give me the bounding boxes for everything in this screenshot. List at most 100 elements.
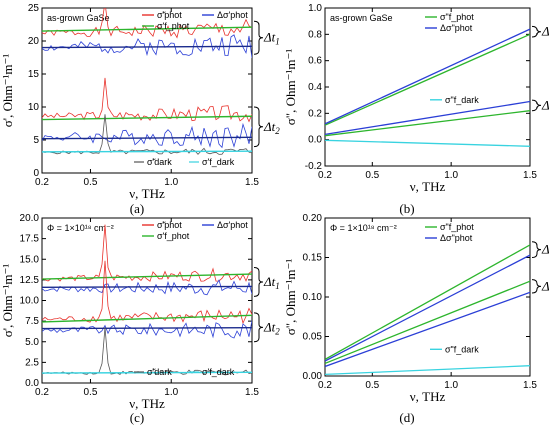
series-noisy-line	[42, 260, 252, 325]
x-tick-label: 1.0	[444, 380, 458, 391]
brace-label: Δt1	[541, 242, 550, 259]
y-tick-label: 0.20	[303, 213, 323, 224]
plot-area	[325, 28, 530, 147]
series-noisy-line	[42, 320, 252, 339]
series-fit-line	[42, 115, 252, 121]
x-axis-label: ν, THz	[410, 179, 446, 194]
legend-label: σ'f_dark	[202, 367, 235, 377]
legend-label: σ"f_phot	[440, 222, 474, 232]
y-tick-label: 25	[28, 3, 40, 14]
legend-label: σ"f_phot	[440, 12, 474, 22]
series-line	[325, 280, 530, 365]
panel-note: as-grown GaSe	[330, 13, 393, 23]
x-tick-label: 0.2	[318, 380, 332, 391]
y-tick-label: 0.15	[303, 253, 323, 264]
y-tick-label: 0.0	[308, 135, 322, 146]
brace	[253, 267, 264, 297]
y-axis-label: σ", Ohm⁻¹m⁻¹	[283, 259, 298, 336]
brace-label: Δt1	[263, 274, 280, 291]
brace	[531, 279, 542, 294]
x-tick-label: 1.5	[245, 177, 259, 188]
x-tick-label: 0.2	[35, 177, 49, 188]
series-fit-line	[42, 273, 252, 280]
plot-frame	[41, 7, 253, 174]
chart-panel: 0.2 0.5 1.0 1.5 0 5 10 15 20 25 ν, THz σ', Ohm⁻¹m⁻¹…	[0, 3, 280, 216]
plot-area	[325, 244, 530, 376]
x-tick-label: 1.0	[164, 177, 178, 188]
x-axis-label: ν, THz	[410, 389, 446, 404]
brace-label: Δt1	[263, 30, 280, 47]
brace-label: Δt1	[541, 24, 550, 41]
y-tick-label: 5	[33, 135, 39, 146]
y-axis-label: σ', Ohm⁻¹m⁻¹	[0, 54, 15, 128]
x-tick-label: 0.5	[365, 170, 379, 181]
series-line	[325, 139, 530, 147]
panel-label: (b)	[399, 201, 414, 216]
series-fit-line	[42, 150, 252, 153]
panel-label: (d)	[399, 410, 414, 425]
x-tick-label: 1.0	[444, 170, 458, 181]
x-axis-label: ν, THz	[129, 396, 165, 411]
y-tick-label: 10	[28, 102, 40, 113]
legend-label: Δσ'phot	[217, 10, 248, 20]
series-noisy-line	[42, 122, 252, 149]
plot-area	[42, 8, 252, 155]
panel-note: as-grown GaSe	[47, 13, 110, 23]
x-tick-label: 1.0	[164, 387, 178, 398]
y-tick-label: 0.6	[308, 56, 322, 67]
y-tick-label: 17.5	[20, 234, 40, 245]
plot-frame	[324, 217, 531, 377]
brace-label: Δt2	[541, 278, 550, 295]
brace-label: Δt2	[541, 97, 550, 114]
y-axis-label: σ", Ohm⁻¹m⁻¹	[283, 49, 298, 126]
brace	[253, 20, 264, 55]
y-tick-label: 0.0	[25, 378, 39, 389]
series-line	[325, 365, 530, 376]
y-tick-label: -0.2	[305, 161, 323, 172]
plot-frame	[324, 7, 531, 167]
brace	[531, 25, 542, 38]
y-tick-label: 0.00	[303, 371, 323, 382]
series-fit-line	[42, 45, 252, 49]
legend-label: σ"f_dark	[445, 344, 479, 354]
brace-label-sub: 1	[275, 37, 280, 47]
y-tick-label: 0.10	[303, 292, 323, 303]
brace	[531, 241, 542, 258]
y-tick-label: 1.0	[308, 3, 322, 14]
series-line	[325, 28, 530, 125]
legend-label: σ'f_phot	[157, 231, 190, 241]
y-tick-label: 10.0	[20, 296, 40, 307]
series-fit-line	[42, 371, 252, 374]
y-tick-label: 7.5	[25, 316, 39, 327]
brace-label: Δt2	[263, 319, 280, 336]
chart-panel: 0.2 0.5 1.0 1.5 0.00 0.05 0.10 0.15 0.20 ν, THz σ"…	[283, 213, 550, 425]
x-tick-label: 0.2	[318, 170, 332, 181]
legend-label: σ̃'dark	[147, 367, 172, 377]
series-noisy-line	[42, 77, 252, 123]
series-fit-line	[42, 285, 252, 288]
legend-label: σ̃'phot	[157, 10, 182, 20]
plot-frame	[41, 217, 253, 384]
series-fit-line	[42, 136, 252, 140]
series-line	[325, 110, 530, 137]
x-tick-label: 1.5	[523, 380, 537, 391]
x-axis-label: ν, THz	[129, 186, 165, 201]
series-noisy-line	[42, 279, 252, 296]
series-line	[325, 244, 530, 360]
brace-label: Δt2	[263, 119, 280, 136]
legend-label: Δσ'phot	[217, 220, 248, 230]
series-line	[325, 100, 530, 136]
legend-label: σ'f_phot	[157, 21, 190, 31]
x-tick-label: 1.5	[245, 387, 259, 398]
brace	[253, 106, 264, 148]
x-tick-label: 0.5	[84, 177, 98, 188]
brace-label-sub: 2	[275, 326, 280, 336]
y-tick-label: 12.5	[20, 275, 40, 286]
y-tick-label: 15	[28, 69, 40, 80]
y-axis-label: σ', Ohm⁻¹m⁻¹	[0, 264, 15, 338]
brace	[253, 312, 264, 343]
series-noisy-line	[42, 224, 252, 282]
y-tick-label: 0.4	[308, 82, 322, 93]
y-tick-label: 0.05	[303, 332, 323, 343]
